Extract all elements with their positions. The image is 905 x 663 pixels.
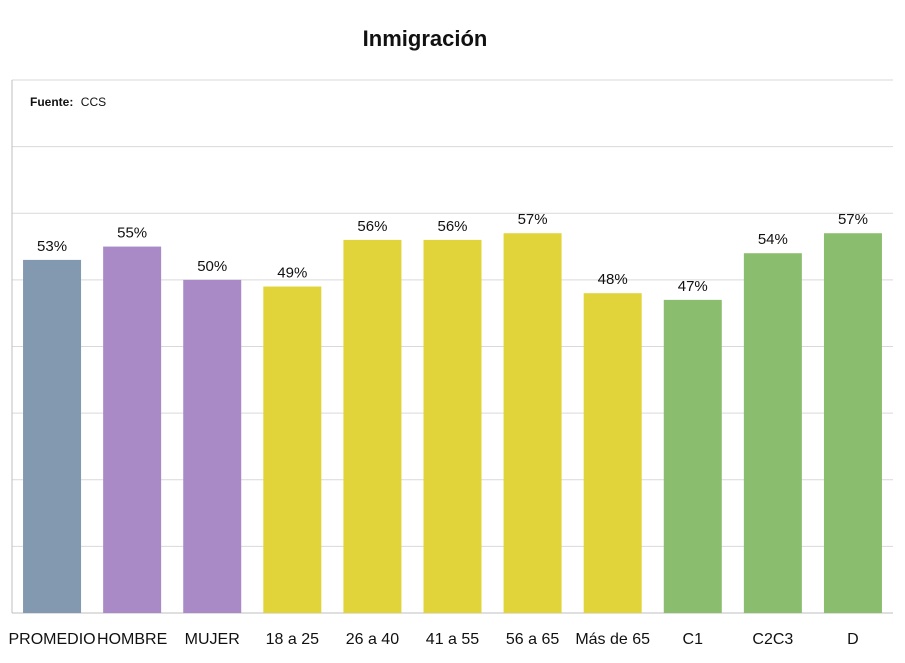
x-tick-label: D [847, 631, 859, 648]
data-label: 47% [678, 278, 708, 295]
source-note: Fuente: CCS [30, 93, 106, 110]
x-tick-label: PROMEDIO [8, 631, 95, 648]
data-label: 48% [598, 271, 628, 288]
data-label: 50% [197, 258, 227, 275]
bar [823, 233, 882, 614]
bar [263, 286, 322, 613]
bar [183, 279, 242, 613]
x-tick-labels: PROMEDIO HOMBRE MUJER 18 a 25 26 a 40 41 a 55… [8, 631, 858, 648]
x-tick-label: 56 a 65 [506, 631, 559, 648]
bar [583, 293, 642, 613]
source-value: CCS [81, 95, 106, 109]
bar [23, 259, 82, 613]
bar [343, 239, 402, 613]
bar [663, 299, 722, 613]
data-label: 55% [117, 225, 147, 242]
source-label: Fuente: [30, 95, 73, 109]
x-tick-label: C1 [683, 631, 704, 648]
bar [503, 233, 562, 614]
x-tick-label: HOMBRE [97, 631, 167, 648]
data-label: 53% [37, 238, 67, 255]
data-label: 57% [518, 211, 548, 228]
x-tick-label: C2C3 [752, 631, 793, 648]
x-tick-label: Más de 65 [575, 631, 650, 648]
bar [103, 246, 162, 613]
data-label: 54% [758, 231, 788, 248]
x-tick-label: 18 a 25 [266, 631, 319, 648]
data-labels: 53% 55% 50% 49% 56% 56% 57% 48% 47% 54% 57% [37, 211, 868, 295]
data-label: 49% [277, 265, 307, 282]
x-tick-label: 26 a 40 [346, 631, 399, 648]
chart-title: Inmigración [363, 26, 488, 51]
bar [743, 253, 802, 613]
data-label: 56% [357, 218, 387, 235]
bars [23, 233, 882, 614]
bar [423, 239, 482, 613]
data-label: 56% [437, 218, 467, 235]
x-tick-label: MUJER [185, 631, 240, 648]
data-label: 57% [838, 211, 868, 228]
x-tick-label: 41 a 55 [426, 631, 479, 648]
